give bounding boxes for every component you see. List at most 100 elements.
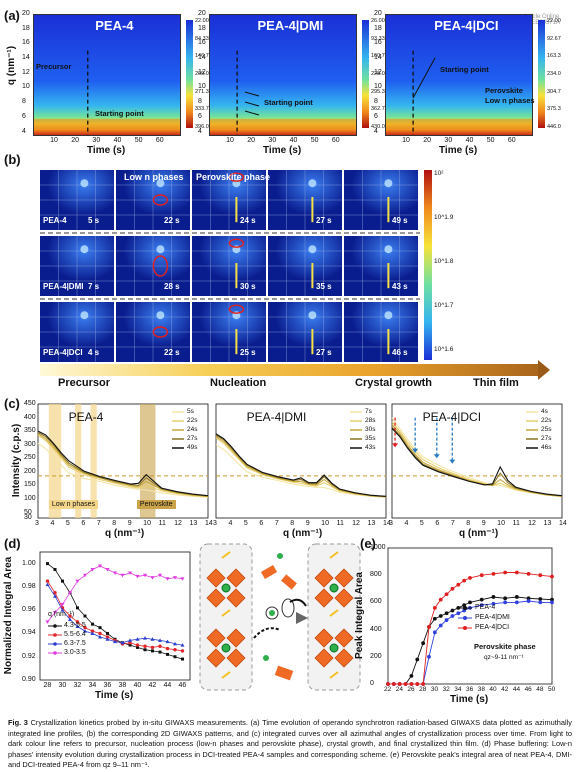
x-tick: 6 (81, 520, 86, 527)
heatmap-band (33, 118, 181, 129)
data-point (68, 617, 72, 621)
heatmap-band (385, 118, 533, 129)
data-point (135, 643, 140, 647)
data-point (432, 605, 437, 610)
data-point (479, 597, 484, 602)
diffraction-spot (156, 179, 165, 188)
tile-sample-label: PEA-4|DCI (43, 348, 83, 357)
colorbar-tick: 446.0 (547, 124, 561, 130)
annotation-arrow (244, 110, 260, 116)
legend-swatch (48, 651, 62, 655)
y-tick: 18 (374, 24, 382, 32)
x-tick: 6 (435, 520, 440, 527)
diffraction-spot (308, 179, 317, 188)
y-tick: 10 (22, 83, 30, 91)
y-tick: 0.90 (22, 676, 36, 683)
diffraction-spot (308, 245, 317, 254)
data-point (68, 614, 72, 618)
heatmap-title: PEA-4 (95, 18, 134, 33)
x-tick: 40 (465, 137, 474, 144)
x-axis-label: Time (s) (450, 694, 489, 705)
tile-sample-label: PEA-4 (43, 216, 67, 225)
heatmap-band (209, 118, 357, 129)
legend-marker (53, 624, 57, 628)
low-n-ring (152, 326, 169, 338)
tile-time-label: 7 s (88, 282, 100, 291)
heatmap-frame (209, 14, 357, 136)
x-tick: 10 (143, 520, 151, 527)
data-point (550, 600, 554, 605)
colorbar-tick: 163.3 (547, 53, 561, 60)
data-point (68, 591, 72, 595)
data-point (83, 614, 87, 618)
x-tick: 11 (336, 520, 344, 527)
diffraction-streak (387, 197, 390, 223)
perovskite-ring (228, 304, 245, 314)
grey-arrow (296, 612, 308, 624)
y-tick: 50 (24, 508, 32, 516)
data-point (135, 574, 140, 579)
data-point (391, 682, 396, 686)
colorbar-tick: 234.0 (547, 71, 561, 77)
diffraction-spot (308, 311, 317, 320)
giwaxs-tile (344, 236, 418, 296)
heatmap-3 (385, 14, 533, 136)
data-point (181, 657, 184, 661)
series-line-28s (215, 437, 387, 498)
data-point (479, 573, 484, 578)
chart-d (39, 551, 191, 681)
legend-swatch (48, 624, 62, 628)
data-point (427, 654, 431, 659)
tile-time-label: 35 s (316, 282, 332, 291)
colorbar-tick: 22.00 (547, 18, 561, 24)
data-point (105, 637, 110, 641)
arrow-head (412, 448, 419, 453)
giwaxs-tile (40, 302, 114, 362)
data-point (526, 599, 531, 603)
x-tick: 6 (259, 520, 264, 527)
data-point (173, 641, 177, 646)
x-tick: 28 (43, 682, 52, 689)
tile-time-label: 24 s (240, 216, 256, 225)
organic-spacer (221, 671, 231, 679)
data-point (105, 567, 110, 572)
data-point (106, 631, 109, 635)
panel-e-letter: (e) (360, 536, 376, 551)
annotation-perovskite-phase: Perovskite phase (474, 642, 536, 651)
legend-label: 4.3-5.5 (64, 622, 86, 629)
y-tick: 12 (22, 68, 30, 76)
y-tick: 20 (22, 10, 30, 17)
y-tick: 14 (198, 54, 206, 62)
perovskite-ring (228, 238, 245, 248)
y-tick: 350 (24, 427, 36, 435)
annotation-arrow (412, 57, 436, 99)
x-tick: 3 (35, 520, 39, 527)
y-tick: 200 (370, 652, 382, 660)
legend-title: q (nm⁻¹) (48, 611, 75, 618)
y-tick: 30 (24, 514, 32, 521)
arrow-head (449, 459, 456, 464)
data-point (538, 573, 543, 578)
x-tick: 9 (305, 520, 310, 527)
y-tick: 0.92 (22, 652, 36, 660)
data-point (462, 578, 467, 583)
data-point (180, 643, 185, 647)
x-axis-label: Time (s) (263, 145, 302, 156)
legend-swatch (48, 642, 62, 646)
y-tick: 6 (22, 112, 26, 120)
data-point (98, 631, 102, 636)
data-point (135, 637, 140, 641)
plot-frame (387, 547, 553, 685)
heatmap-2 (209, 14, 357, 136)
colorbar-fill (362, 20, 369, 128)
legend-label: 3.0-3.5 (64, 649, 86, 656)
legend-marker (53, 642, 57, 646)
x-tick: 30 (58, 682, 67, 689)
legend-marker (53, 651, 57, 655)
diffraction-spot (80, 245, 89, 254)
data-point (173, 576, 177, 580)
data-point (468, 576, 472, 580)
x-tick: 40 (489, 686, 497, 693)
ion (277, 553, 283, 559)
x-tick: 48 (536, 686, 544, 693)
